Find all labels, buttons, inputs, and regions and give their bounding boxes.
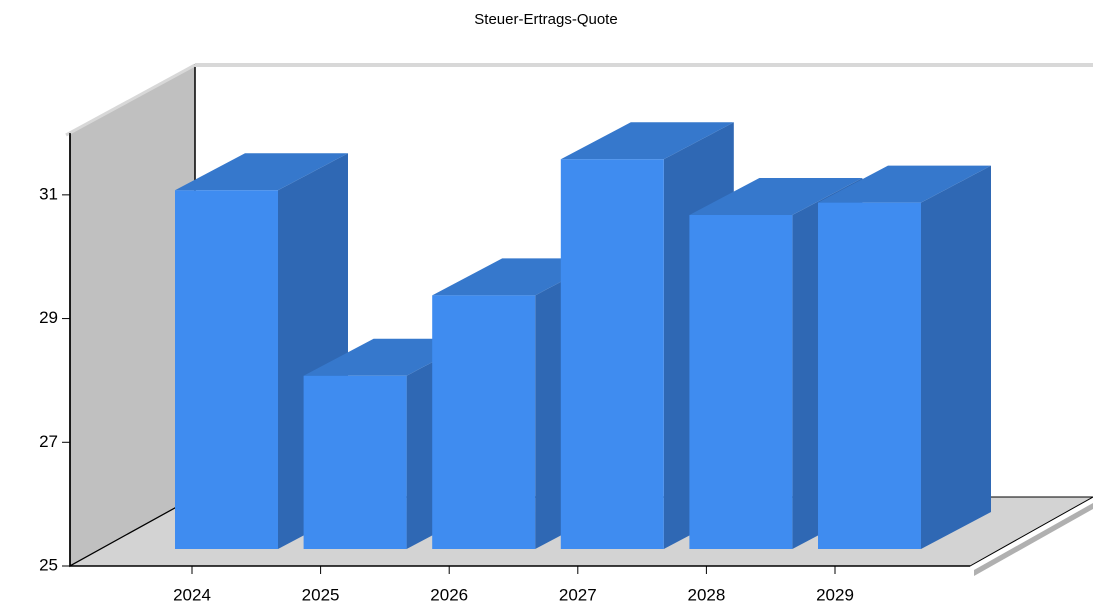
bar-top xyxy=(689,177,863,215)
x-tick-label: 2025 xyxy=(302,585,340,604)
bar xyxy=(818,165,991,549)
x-tick-label: 2027 xyxy=(559,585,597,604)
x-tick-label: 2026 xyxy=(430,585,468,604)
x-tick-label: 2024 xyxy=(173,585,211,604)
side-wall-edge xyxy=(65,63,196,137)
bar-top xyxy=(818,165,991,203)
bar-top xyxy=(560,122,734,160)
floor-shadow xyxy=(974,503,1093,576)
bar-front xyxy=(560,159,664,550)
bar-side xyxy=(921,165,991,549)
bar-front xyxy=(818,202,921,549)
x-tick-label: 2029 xyxy=(816,585,854,604)
bar-front xyxy=(175,190,278,549)
bar-front xyxy=(303,375,407,549)
y-tick-label: 25 xyxy=(39,555,58,574)
bar-front xyxy=(689,214,793,549)
bar-top xyxy=(175,153,348,191)
chart-title: Steuer-Ertrags-Quote xyxy=(474,11,617,28)
y-tick-label: 31 xyxy=(39,184,58,203)
x-tick-label: 2028 xyxy=(687,585,725,604)
y-tick-label: 27 xyxy=(39,432,58,451)
bar-front xyxy=(432,295,536,549)
y-tick-label: 29 xyxy=(39,308,58,327)
